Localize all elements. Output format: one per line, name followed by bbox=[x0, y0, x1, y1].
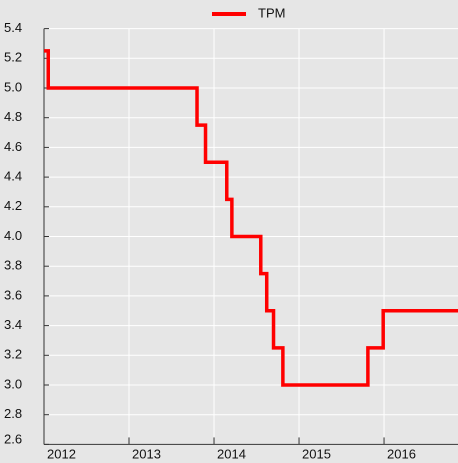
y-tick-label: 4.0 bbox=[4, 228, 22, 243]
y-tick-label: 4.8 bbox=[4, 109, 22, 124]
x-tick-label: 2015 bbox=[302, 446, 331, 461]
y-tick-label: 5.0 bbox=[4, 79, 22, 94]
x-tick-label: 2014 bbox=[217, 446, 246, 461]
y-tick-label: 3.8 bbox=[4, 258, 22, 273]
x-tick-label: 2012 bbox=[47, 446, 76, 461]
y-tick-label: 4.4 bbox=[4, 169, 22, 184]
y-tick-label: 4.6 bbox=[4, 139, 22, 154]
y-tick-label: 2.6 bbox=[4, 431, 22, 446]
y-tick-label: 3.4 bbox=[4, 317, 22, 332]
x-tick-label: 2016 bbox=[387, 446, 416, 461]
y-tick-label: 4.2 bbox=[4, 198, 22, 213]
y-tick-label: 3.2 bbox=[4, 347, 22, 362]
y-tick-label: 5.4 bbox=[4, 20, 22, 35]
y-tick-label: 5.2 bbox=[4, 50, 22, 65]
x-tick-label: 2013 bbox=[132, 446, 161, 461]
line bbox=[44, 49, 458, 387]
y-tick-label: 3.6 bbox=[4, 287, 22, 302]
y-tick-label: 2.8 bbox=[4, 406, 22, 421]
y-tick-label: 3.0 bbox=[4, 376, 22, 391]
legend-label: TPM bbox=[258, 5, 285, 20]
